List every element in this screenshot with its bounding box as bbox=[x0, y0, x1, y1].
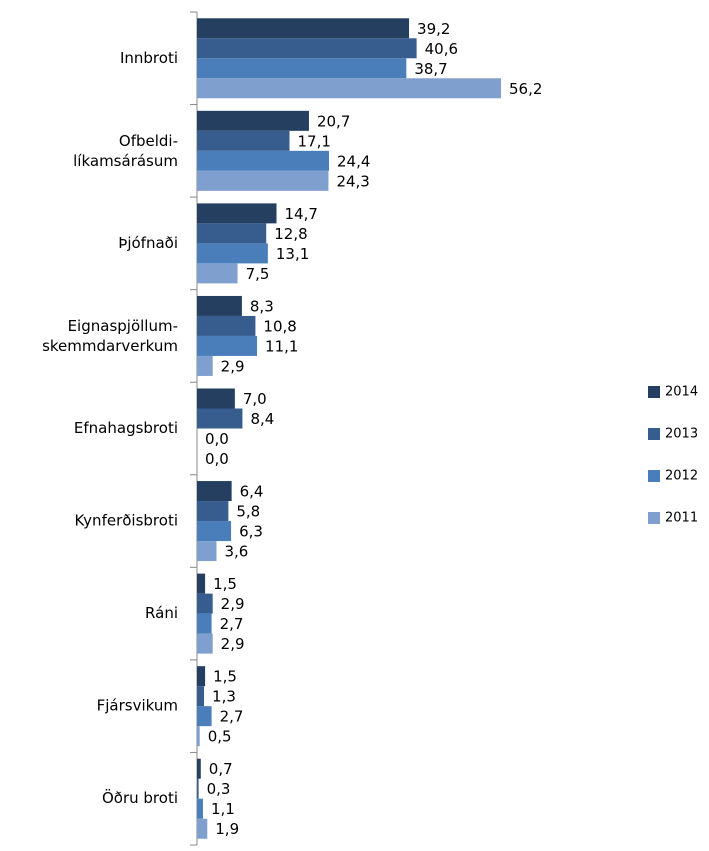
value-label: 1,3 bbox=[212, 688, 236, 706]
value-label: 8,4 bbox=[250, 410, 274, 428]
bar bbox=[197, 223, 267, 244]
value-label: 0,3 bbox=[207, 780, 231, 798]
legend-swatch bbox=[648, 386, 660, 398]
bar bbox=[197, 18, 410, 39]
value-label: 5,8 bbox=[236, 503, 260, 521]
value-label: 24,3 bbox=[336, 172, 369, 190]
bar bbox=[197, 666, 206, 687]
category-label: Ofbeldi-líkamsárásum bbox=[73, 131, 178, 169]
value-label: 8,3 bbox=[250, 297, 274, 315]
bar bbox=[197, 58, 407, 79]
bar bbox=[197, 573, 206, 594]
legend-swatch bbox=[648, 428, 660, 440]
bar bbox=[197, 593, 213, 614]
bar bbox=[197, 150, 329, 171]
bar bbox=[197, 481, 232, 502]
bar bbox=[197, 798, 203, 819]
value-label: 2,7 bbox=[220, 708, 244, 726]
value-label: 39,2 bbox=[417, 20, 450, 38]
bar bbox=[197, 408, 243, 429]
value-label: 7,5 bbox=[246, 265, 270, 283]
bar bbox=[197, 686, 205, 707]
value-label: 38,7 bbox=[414, 60, 447, 78]
bar bbox=[197, 243, 268, 264]
value-label: 0,0 bbox=[205, 430, 229, 448]
bar bbox=[197, 263, 238, 284]
value-label: 24,4 bbox=[337, 152, 370, 170]
value-label: 6,4 bbox=[240, 483, 264, 501]
value-label: 6,3 bbox=[239, 523, 263, 541]
value-label: 14,7 bbox=[285, 205, 318, 223]
value-label: 7,0 bbox=[243, 390, 267, 408]
bar bbox=[197, 501, 229, 522]
bar bbox=[197, 355, 213, 376]
value-label: 1,5 bbox=[213, 668, 237, 686]
legend-label: 2012 bbox=[665, 469, 698, 484]
bar bbox=[197, 633, 213, 654]
bar bbox=[197, 778, 199, 799]
category-label: Innbroti bbox=[120, 49, 178, 67]
category-label: Kynferðisbroti bbox=[74, 512, 178, 530]
value-label: 20,7 bbox=[317, 112, 350, 130]
legend-label: 2011 bbox=[665, 511, 698, 526]
category-label: Eignaspjöllum-skemmdarverkum bbox=[42, 316, 178, 354]
value-label: 2,9 bbox=[221, 357, 245, 375]
bar bbox=[197, 295, 242, 316]
value-label: 2,7 bbox=[220, 615, 244, 633]
value-label: 0,7 bbox=[209, 760, 233, 778]
category-label: Fjársvikum bbox=[97, 697, 178, 715]
value-label: 10,8 bbox=[263, 317, 296, 335]
value-label: 1,5 bbox=[213, 575, 237, 593]
legend-label: 2014 bbox=[665, 385, 698, 400]
value-label: 11,1 bbox=[265, 337, 298, 355]
value-label: 0,5 bbox=[208, 728, 232, 746]
bar bbox=[197, 706, 212, 727]
bar bbox=[197, 170, 329, 191]
value-label: 12,8 bbox=[274, 225, 307, 243]
bar bbox=[197, 521, 232, 542]
bar bbox=[197, 388, 235, 409]
legend-label: 2013 bbox=[665, 427, 698, 442]
bar bbox=[197, 541, 217, 562]
bar bbox=[197, 78, 501, 99]
bar bbox=[197, 203, 277, 224]
bar bbox=[197, 726, 200, 747]
value-label: 17,1 bbox=[297, 132, 330, 150]
bar bbox=[197, 818, 208, 839]
legend-swatch bbox=[648, 512, 660, 524]
bar bbox=[197, 130, 290, 151]
value-label: 13,1 bbox=[276, 245, 309, 263]
bar bbox=[197, 758, 201, 779]
category-label: Ráni bbox=[145, 604, 178, 622]
bar bbox=[197, 315, 256, 336]
value-label: 2,9 bbox=[221, 635, 245, 653]
value-label: 40,6 bbox=[425, 40, 458, 58]
category-label: Efnahagsbroti bbox=[74, 419, 178, 437]
bar bbox=[197, 335, 258, 356]
value-label: 56,2 bbox=[509, 80, 542, 98]
value-label: 3,6 bbox=[224, 543, 248, 561]
value-label: 1,9 bbox=[215, 820, 239, 838]
legend-swatch bbox=[648, 470, 660, 482]
category-label: Öðru broti bbox=[102, 788, 178, 807]
value-label: 0,0 bbox=[205, 450, 229, 468]
bar bbox=[197, 38, 417, 59]
value-label: 2,9 bbox=[221, 595, 245, 613]
bar bbox=[197, 110, 309, 131]
value-label: 1,1 bbox=[211, 800, 235, 818]
category-label: Þjófnaði bbox=[118, 234, 178, 252]
bar bbox=[197, 613, 212, 634]
